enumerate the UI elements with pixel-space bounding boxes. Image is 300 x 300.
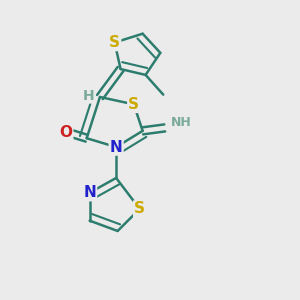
Text: NH: NH — [171, 116, 192, 129]
Text: S: S — [109, 35, 120, 50]
Text: N: N — [110, 140, 122, 154]
Text: O: O — [59, 125, 72, 140]
Text: H: H — [83, 88, 94, 103]
Text: N: N — [83, 185, 96, 200]
Text: S: S — [128, 97, 139, 112]
Text: S: S — [134, 201, 145, 216]
